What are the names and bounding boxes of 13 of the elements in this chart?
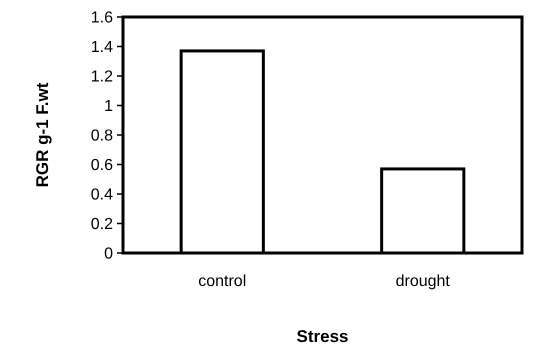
y-tick-label: 0.4 <box>90 186 114 204</box>
y-axis-title: RGR g-1 F.wt <box>33 82 52 188</box>
y-tick-label: 1.2 <box>90 68 114 86</box>
y-tick-label: 0.6 <box>90 157 114 174</box>
y-tick-label: 0.2 <box>90 216 114 234</box>
x-tick-label: control <box>198 273 246 290</box>
y-tick-label: 1.4 <box>90 39 114 56</box>
x-tick-label: drought <box>396 273 450 290</box>
y-tick-label: 0 <box>104 246 114 263</box>
y-tick-label: 0.8 <box>90 128 114 145</box>
y-tick-label: 1.6 <box>90 10 114 27</box>
y-tick-label: 1 <box>104 98 114 116</box>
x-axis-title: Stress <box>296 327 348 346</box>
